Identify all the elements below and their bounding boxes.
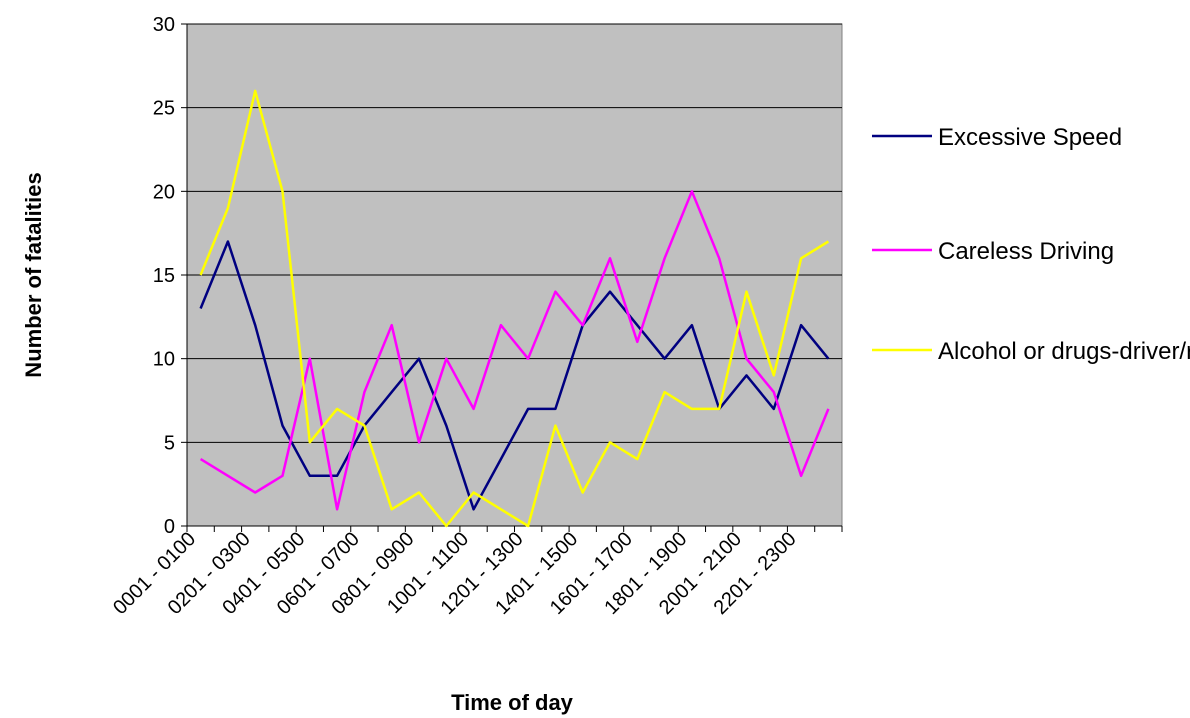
- legend-label: Alcohol or drugs-driver/rider or pedestr…: [938, 338, 1190, 365]
- series-line-2: [199, 190, 830, 511]
- y-tick-label: 5: [164, 432, 175, 454]
- series-lines: [199, 89, 830, 528]
- legend: Excessive Speed Careless Driving Alcohol o…: [872, 124, 1190, 365]
- y-tick-labels: 0 5 10 15 20 25 30: [153, 14, 175, 538]
- y-tick-label: 15: [153, 265, 175, 287]
- legend-label: Excessive Speed: [938, 124, 1122, 151]
- y-axis-title: Number of fatalities: [21, 172, 46, 377]
- gridlines: [187, 23, 842, 443]
- y-tick-label: 10: [153, 349, 175, 371]
- y-tick-label: 30: [153, 14, 175, 36]
- y-tick-label: 25: [153, 98, 175, 120]
- y-tick-label: 0: [164, 516, 175, 538]
- y-tick-label: 20: [153, 181, 175, 203]
- x-axis-title: Time of day: [451, 690, 574, 715]
- legend-label: Careless Driving: [938, 238, 1114, 265]
- axes: [181, 23, 843, 532]
- series-line-3: [199, 89, 830, 528]
- series-line-1: [199, 240, 830, 511]
